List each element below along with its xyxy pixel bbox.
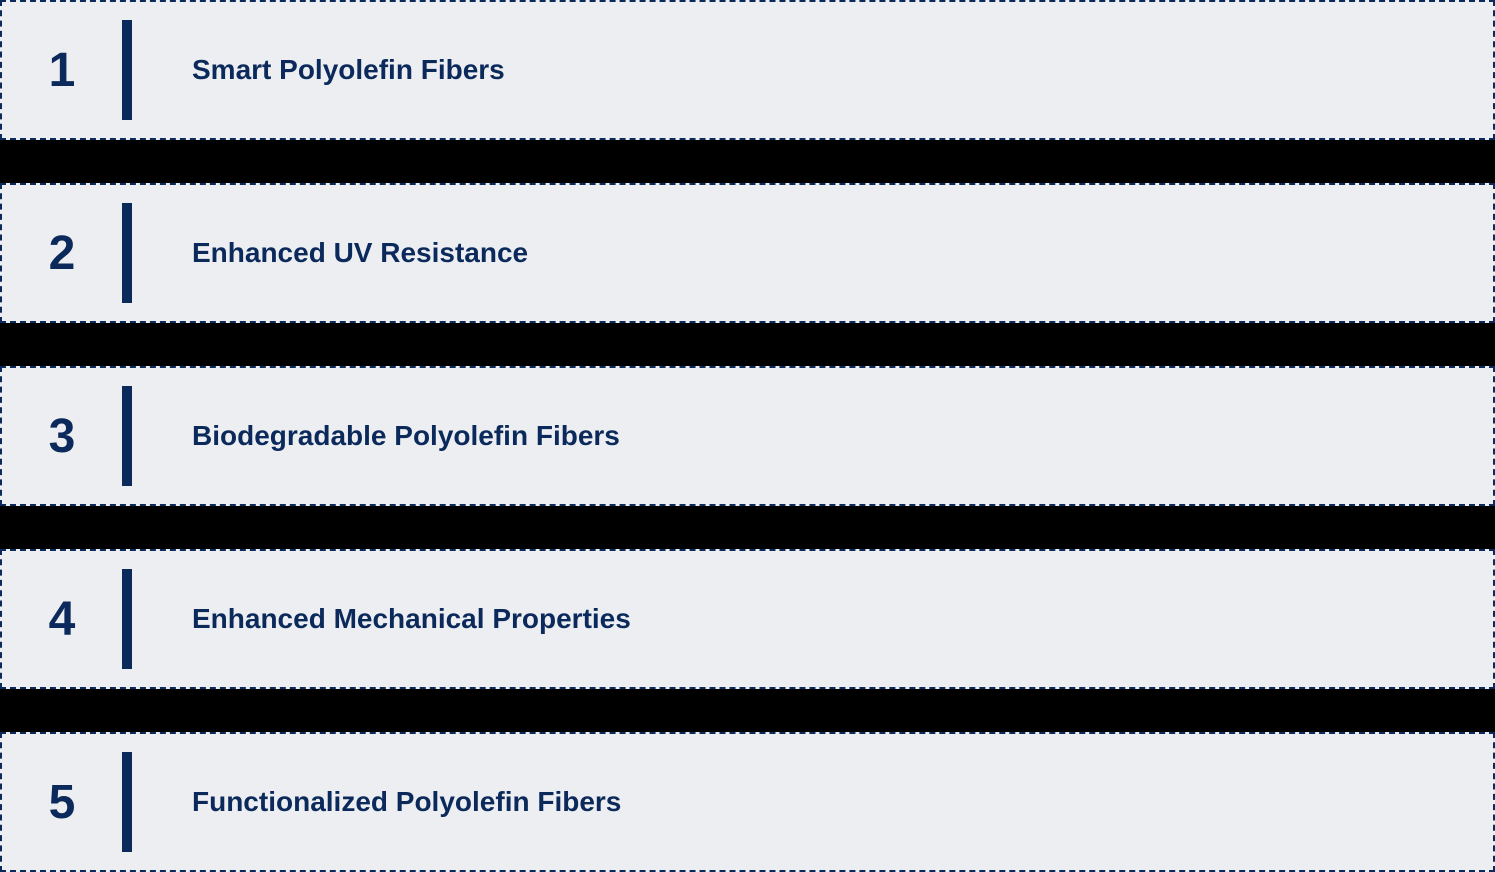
list-item: 3 Biodegradable Polyolefin Fibers — [0, 366, 1495, 506]
item-number: 1 — [2, 43, 122, 98]
item-label: Enhanced UV Resistance — [132, 237, 1493, 269]
item-number: 3 — [2, 409, 122, 464]
list-item: 4 Enhanced Mechanical Properties — [0, 549, 1495, 689]
vertical-divider — [122, 203, 132, 303]
item-number: 4 — [2, 592, 122, 647]
infographic-list: 1 Smart Polyolefin Fibers 2 Enhanced UV … — [0, 0, 1495, 872]
item-label: Enhanced Mechanical Properties — [132, 603, 1493, 635]
item-label: Smart Polyolefin Fibers — [132, 54, 1493, 86]
row-separator — [0, 689, 1495, 732]
list-item: 5 Functionalized Polyolefin Fibers — [0, 732, 1495, 872]
list-item: 1 Smart Polyolefin Fibers — [0, 0, 1495, 140]
list-item: 2 Enhanced UV Resistance — [0, 183, 1495, 323]
item-label: Biodegradable Polyolefin Fibers — [132, 420, 1493, 452]
vertical-divider — [122, 569, 132, 669]
item-number: 2 — [2, 226, 122, 281]
row-separator — [0, 506, 1495, 549]
vertical-divider — [122, 386, 132, 486]
vertical-divider — [122, 752, 132, 852]
item-label: Functionalized Polyolefin Fibers — [132, 786, 1493, 818]
row-separator — [0, 140, 1495, 183]
row-separator — [0, 323, 1495, 366]
item-number: 5 — [2, 775, 122, 830]
vertical-divider — [122, 20, 132, 120]
